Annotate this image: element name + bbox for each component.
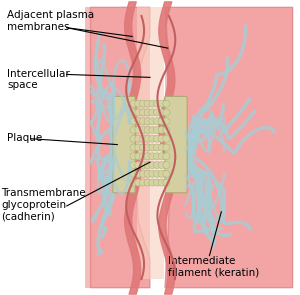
Circle shape <box>163 179 170 186</box>
Circle shape <box>130 135 137 142</box>
Circle shape <box>135 100 142 107</box>
Circle shape <box>130 100 137 107</box>
Circle shape <box>140 118 147 125</box>
Circle shape <box>158 144 165 151</box>
Circle shape <box>153 127 161 133</box>
Circle shape <box>153 170 161 177</box>
Polygon shape <box>165 7 293 288</box>
Circle shape <box>153 100 161 107</box>
Circle shape <box>158 118 165 125</box>
Circle shape <box>130 118 137 125</box>
Circle shape <box>153 135 161 142</box>
Circle shape <box>140 170 147 177</box>
Circle shape <box>149 127 156 133</box>
Circle shape <box>158 153 165 160</box>
Circle shape <box>153 118 161 125</box>
Circle shape <box>158 127 165 133</box>
Circle shape <box>135 118 142 125</box>
Text: Plaque: Plaque <box>7 133 43 143</box>
Text: Adjacent plasma
membranes: Adjacent plasma membranes <box>7 10 94 32</box>
Circle shape <box>144 109 151 116</box>
Circle shape <box>135 153 142 160</box>
FancyBboxPatch shape <box>113 96 135 193</box>
Circle shape <box>144 100 151 107</box>
Circle shape <box>140 153 147 160</box>
Circle shape <box>163 170 170 177</box>
Circle shape <box>140 100 147 107</box>
Circle shape <box>130 127 137 133</box>
Circle shape <box>140 127 147 133</box>
Circle shape <box>158 162 165 168</box>
Circle shape <box>130 144 137 151</box>
Circle shape <box>135 109 142 116</box>
Circle shape <box>140 162 147 168</box>
Circle shape <box>149 144 156 151</box>
Circle shape <box>158 179 165 186</box>
Circle shape <box>163 109 170 116</box>
Text: Intercellular
space: Intercellular space <box>7 69 70 90</box>
Circle shape <box>163 135 170 142</box>
Text: Intermediate
filament (keratin): Intermediate filament (keratin) <box>168 256 259 277</box>
Circle shape <box>135 144 142 151</box>
Circle shape <box>144 144 151 151</box>
Circle shape <box>144 153 151 160</box>
Circle shape <box>158 109 165 116</box>
Circle shape <box>149 100 156 107</box>
Circle shape <box>130 162 137 168</box>
Circle shape <box>135 135 142 142</box>
Circle shape <box>130 179 137 186</box>
Circle shape <box>135 162 142 168</box>
Circle shape <box>144 170 151 177</box>
Circle shape <box>153 179 161 186</box>
Circle shape <box>158 170 165 177</box>
Circle shape <box>149 162 156 168</box>
Circle shape <box>158 100 165 107</box>
Polygon shape <box>136 7 164 279</box>
Circle shape <box>135 179 142 186</box>
Circle shape <box>149 153 156 160</box>
Circle shape <box>158 135 165 142</box>
Circle shape <box>130 153 137 160</box>
Circle shape <box>153 109 161 116</box>
Circle shape <box>163 127 170 133</box>
Circle shape <box>163 153 170 160</box>
Circle shape <box>153 144 161 151</box>
Circle shape <box>149 170 156 177</box>
Circle shape <box>135 127 142 133</box>
Circle shape <box>144 127 151 133</box>
Circle shape <box>163 100 170 107</box>
Circle shape <box>149 179 156 186</box>
Circle shape <box>149 109 156 116</box>
Circle shape <box>163 162 170 168</box>
Circle shape <box>163 144 170 151</box>
Circle shape <box>153 153 161 160</box>
Circle shape <box>163 118 170 125</box>
FancyBboxPatch shape <box>165 96 187 193</box>
Circle shape <box>130 109 137 116</box>
Circle shape <box>149 118 156 125</box>
Text: Transmembrane
glycoprotein
(cadherin): Transmembrane glycoprotein (cadherin) <box>2 189 86 222</box>
Circle shape <box>144 118 151 125</box>
Circle shape <box>149 135 156 142</box>
Circle shape <box>135 170 142 177</box>
Circle shape <box>130 170 137 177</box>
Polygon shape <box>85 7 150 288</box>
Circle shape <box>153 162 161 168</box>
Circle shape <box>144 162 151 168</box>
Circle shape <box>140 135 147 142</box>
Circle shape <box>140 144 147 151</box>
Circle shape <box>140 109 147 116</box>
Polygon shape <box>91 7 150 288</box>
Polygon shape <box>165 7 293 288</box>
Circle shape <box>144 135 151 142</box>
Circle shape <box>140 179 147 186</box>
Circle shape <box>144 179 151 186</box>
